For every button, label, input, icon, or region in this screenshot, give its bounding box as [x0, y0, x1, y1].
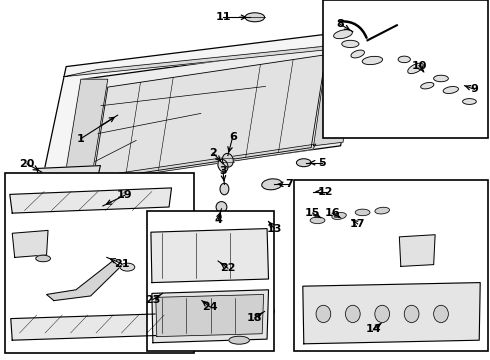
Text: 23: 23	[145, 294, 161, 305]
Polygon shape	[64, 79, 108, 184]
Text: 3: 3	[219, 166, 227, 176]
Bar	[5, 173, 194, 353]
Polygon shape	[44, 29, 370, 171]
Polygon shape	[303, 283, 480, 344]
Polygon shape	[64, 41, 360, 184]
Text: 16: 16	[324, 208, 340, 218]
Ellipse shape	[332, 212, 346, 220]
Text: 10: 10	[411, 60, 427, 71]
Text: 24: 24	[202, 302, 218, 312]
Bar	[294, 180, 488, 351]
Ellipse shape	[355, 209, 370, 216]
Text: 2: 2	[209, 148, 217, 158]
Text: 4: 4	[214, 215, 222, 225]
Text: 21: 21	[114, 258, 129, 269]
Ellipse shape	[421, 82, 434, 89]
Polygon shape	[47, 261, 120, 301]
Polygon shape	[152, 290, 269, 343]
Ellipse shape	[260, 307, 274, 315]
Bar	[147, 211, 274, 351]
Polygon shape	[156, 294, 264, 337]
Ellipse shape	[262, 179, 282, 190]
Text: 9: 9	[470, 84, 478, 94]
Ellipse shape	[299, 186, 318, 197]
Polygon shape	[12, 230, 48, 257]
Ellipse shape	[218, 159, 228, 172]
Ellipse shape	[334, 30, 352, 39]
Text: 15: 15	[305, 208, 320, 218]
Text: 17: 17	[350, 219, 366, 229]
Ellipse shape	[408, 63, 423, 73]
Text: 6: 6	[229, 132, 237, 142]
Ellipse shape	[443, 86, 459, 94]
Text: 20: 20	[19, 159, 35, 169]
Ellipse shape	[434, 305, 448, 323]
Polygon shape	[93, 144, 316, 182]
Polygon shape	[37, 166, 100, 178]
Polygon shape	[64, 42, 362, 77]
Ellipse shape	[342, 40, 359, 48]
Polygon shape	[11, 313, 180, 340]
Text: 19: 19	[117, 190, 133, 200]
Text: 1: 1	[77, 134, 85, 144]
Ellipse shape	[375, 207, 390, 214]
Ellipse shape	[296, 159, 311, 167]
Ellipse shape	[362, 57, 383, 64]
Ellipse shape	[222, 153, 233, 167]
Text: 8: 8	[337, 19, 344, 30]
Ellipse shape	[220, 183, 229, 195]
Ellipse shape	[351, 50, 365, 58]
Ellipse shape	[245, 13, 265, 22]
Text: 18: 18	[247, 312, 263, 323]
Ellipse shape	[120, 263, 135, 271]
Text: 13: 13	[267, 224, 282, 234]
Ellipse shape	[36, 255, 50, 262]
Text: 7: 7	[285, 179, 293, 189]
Text: 22: 22	[220, 263, 236, 273]
Bar	[323, 0, 488, 138]
Ellipse shape	[316, 305, 331, 323]
Ellipse shape	[434, 75, 448, 82]
Ellipse shape	[345, 305, 360, 323]
Ellipse shape	[398, 56, 410, 63]
Text: 11: 11	[215, 12, 231, 22]
Text: 5: 5	[318, 158, 326, 168]
Ellipse shape	[229, 336, 249, 344]
Polygon shape	[10, 188, 172, 213]
Ellipse shape	[310, 217, 325, 224]
Polygon shape	[93, 55, 326, 180]
Text: 14: 14	[366, 324, 381, 334]
Text: 12: 12	[318, 186, 334, 197]
Polygon shape	[399, 235, 435, 266]
Polygon shape	[314, 43, 358, 146]
Ellipse shape	[404, 305, 419, 323]
Polygon shape	[151, 229, 269, 283]
Ellipse shape	[463, 99, 476, 104]
Ellipse shape	[375, 305, 390, 323]
Ellipse shape	[216, 202, 227, 212]
